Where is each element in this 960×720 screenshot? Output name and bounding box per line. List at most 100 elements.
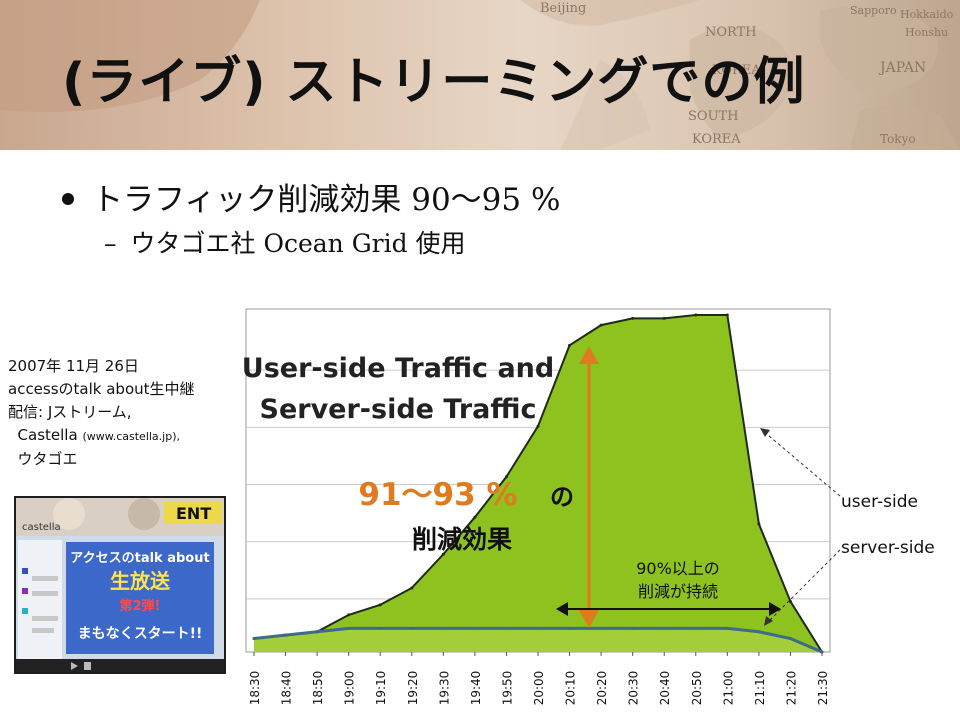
bullet-text: トラフィック削減効果 90〜95 % bbox=[92, 182, 561, 218]
x-tick-label: 19:40 bbox=[469, 671, 483, 706]
user-side-point bbox=[378, 603, 382, 607]
server-side-point bbox=[568, 626, 572, 630]
server-side-point bbox=[252, 637, 256, 641]
server-side-point bbox=[757, 630, 761, 634]
map-label: KOREA bbox=[712, 63, 761, 78]
note-event: accessのtalk about生中継 bbox=[8, 380, 195, 398]
map-background: Beijing NORTH KOREA SOUTH KOREA JAPAN To… bbox=[0, 0, 960, 150]
user-side-point bbox=[662, 316, 666, 320]
user-side-point bbox=[757, 522, 761, 526]
user-side-point bbox=[694, 313, 698, 317]
thumb-corner-text: ENT bbox=[176, 504, 211, 523]
user-side-point bbox=[347, 613, 351, 617]
user-side-point bbox=[599, 323, 603, 327]
server-side-point bbox=[378, 626, 382, 630]
server-side-point bbox=[347, 626, 351, 630]
x-tick-label: 18:30 bbox=[248, 671, 262, 706]
note-utagoe-name: ウタゴエ bbox=[17, 450, 78, 468]
x-tick-label: 20:50 bbox=[690, 671, 704, 706]
note-castella: Castella (www.castella.jp), bbox=[8, 424, 195, 448]
sustained-arrow-head-left bbox=[556, 602, 568, 616]
x-tick-label: 18:40 bbox=[280, 671, 294, 706]
x-tick-label: 21:00 bbox=[721, 671, 735, 706]
reduction-particle: の bbox=[550, 483, 574, 511]
map-label: NORTH bbox=[705, 25, 757, 40]
reduction-arrow-head-bottom bbox=[579, 610, 599, 628]
x-tick-label: 20:20 bbox=[595, 671, 609, 706]
x-tick-label: 20:40 bbox=[658, 671, 672, 706]
reduction-value: 91〜93 % bbox=[358, 477, 517, 513]
user-side-point bbox=[536, 424, 540, 428]
note-delivery: 配信: Jストリーム, bbox=[8, 403, 132, 421]
sub-bullet-text: ウタゴエ社 Ocean Grid 使用 bbox=[130, 229, 466, 258]
x-tick-label: 19:00 bbox=[343, 671, 357, 706]
thumb-banner-line-2: 生放送 bbox=[110, 569, 171, 593]
sub-bullet-dash: – bbox=[104, 229, 117, 258]
user-side-pointer bbox=[761, 429, 841, 497]
server-side-point bbox=[410, 626, 414, 630]
sustained-line-1: 90%以上の bbox=[636, 559, 720, 578]
user-side-area bbox=[254, 315, 822, 652]
x-tick-label: 21:20 bbox=[784, 671, 798, 706]
server-side-pointer-head bbox=[764, 616, 773, 626]
user-side-point bbox=[473, 515, 477, 519]
note-utagoe: ウタゴエ bbox=[8, 448, 195, 471]
x-tick-label: 18:50 bbox=[311, 671, 325, 706]
thumb-logo: castella bbox=[22, 522, 61, 533]
note-castella-name: Castella bbox=[17, 426, 78, 444]
map-label: Honshu bbox=[905, 26, 948, 39]
note-date: 2007年 11月 26日 bbox=[8, 357, 139, 375]
map-label: KOREA bbox=[692, 132, 741, 147]
map-label: Sapporo bbox=[850, 4, 897, 17]
thumb-banner-line-1: アクセスのtalk about bbox=[70, 551, 209, 566]
thumb-banner-line-3: 第2弾! bbox=[120, 598, 161, 614]
server-side-point bbox=[536, 626, 540, 630]
server-side-point bbox=[473, 626, 477, 630]
map-label: JAPAN bbox=[878, 60, 926, 76]
x-tick-label: 21:10 bbox=[753, 671, 767, 706]
user-side-point bbox=[504, 475, 508, 479]
server-side-point bbox=[631, 626, 635, 630]
map-label: Hokkaido bbox=[900, 8, 954, 21]
reduction-arrow-head-top bbox=[579, 346, 599, 364]
legend-user-side: user-side bbox=[841, 492, 918, 512]
x-tick-label: 19:30 bbox=[437, 671, 451, 706]
map-label: Tokyo bbox=[880, 132, 916, 146]
user-side-point bbox=[788, 599, 792, 603]
bullet-item: トラフィック削減効果 90〜95 % bbox=[62, 174, 560, 219]
server-side-point bbox=[599, 626, 603, 630]
x-tick-label: 20:00 bbox=[532, 671, 546, 706]
server-side-point bbox=[788, 637, 792, 641]
chart-title-line-1: User-side Traffic and bbox=[242, 353, 554, 384]
x-tick-label: 21:30 bbox=[816, 671, 830, 706]
server-side-point bbox=[504, 626, 508, 630]
event-note: 2007年 11月 26日 accessのtalk about生中継 配信: J… bbox=[8, 355, 195, 471]
x-tick-label: 20:10 bbox=[564, 671, 578, 706]
server-side-point bbox=[441, 626, 445, 630]
server-side-point bbox=[694, 626, 698, 630]
bullet-dot bbox=[62, 192, 74, 205]
server-side-point bbox=[725, 626, 729, 630]
player-screenshot: ENT castella アクセスのtalk about 生放送 第2弾! まも… bbox=[14, 496, 226, 674]
legend-server-side: server-side bbox=[841, 538, 935, 558]
reduction-label: 削減効果 bbox=[412, 525, 512, 554]
sustained-line-2: 削減が持続 bbox=[638, 582, 718, 601]
user-side-point bbox=[441, 552, 445, 556]
slide-title: (ライブ) ストリーミングでの例 bbox=[62, 53, 806, 112]
sub-bullet-item: – ウタゴエ社 Ocean Grid 使用 bbox=[104, 224, 466, 260]
sustained-arrow-head-right bbox=[769, 602, 781, 616]
x-tick-label: 19:20 bbox=[406, 671, 420, 706]
chart-title-line-2: Server-side Traffic bbox=[260, 394, 537, 425]
server-side-point bbox=[315, 630, 319, 634]
server-side-point bbox=[284, 633, 288, 637]
x-tick-label: 20:30 bbox=[627, 671, 641, 706]
user-side-point bbox=[631, 316, 635, 320]
server-side-area bbox=[254, 628, 822, 652]
map-label: SOUTH bbox=[688, 109, 739, 124]
user-side-point bbox=[568, 343, 572, 347]
x-tick-label: 19:10 bbox=[374, 671, 388, 706]
server-side-point bbox=[662, 626, 666, 630]
header-banner: Beijing NORTH KOREA SOUTH KOREA JAPAN To… bbox=[0, 0, 960, 150]
user-side-point bbox=[725, 313, 729, 317]
